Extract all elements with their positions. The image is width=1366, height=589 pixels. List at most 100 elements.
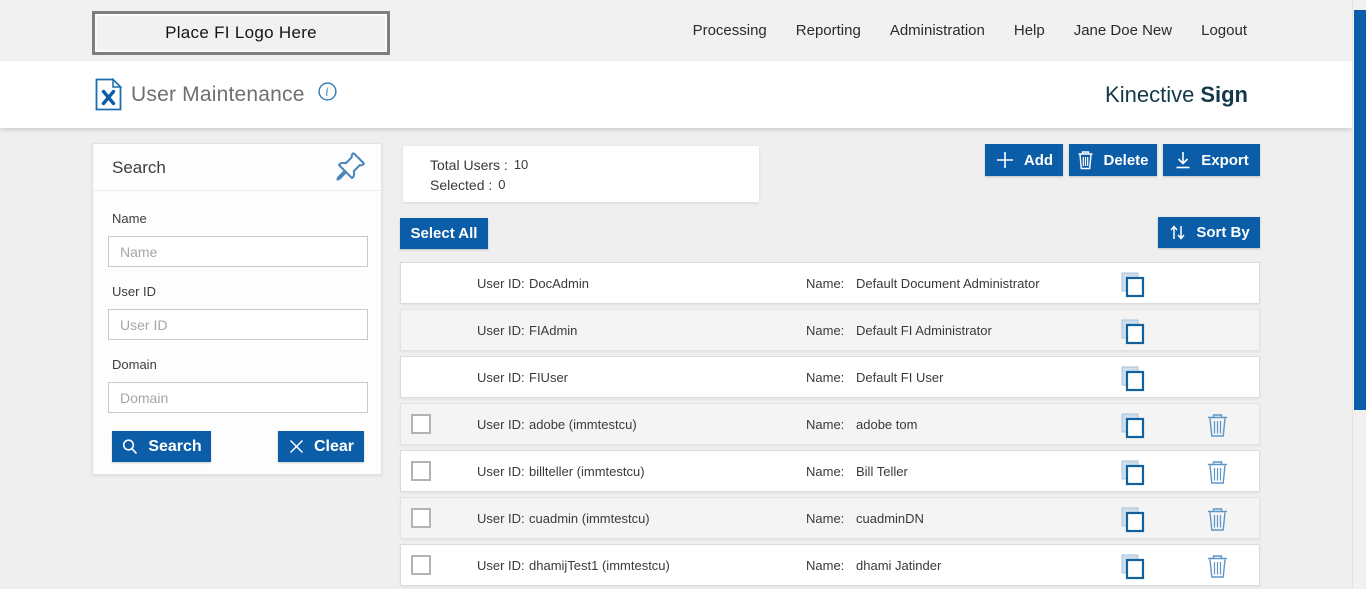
user-id-input[interactable] [108,309,368,340]
nav-user-menu[interactable]: Jane Doe New [1073,22,1173,39]
user-id-field-label: User ID [112,284,157,299]
user-row[interactable]: User ID: DocAdmin Name: Default Document… [400,262,1260,304]
brand-logo: Kinective Sign [1105,61,1248,128]
up-down-arrows-icon [1168,223,1187,242]
name-field-label: Name [112,211,147,226]
magnifier-icon [121,438,139,456]
search-panel-header: Search [93,144,381,191]
total-users-value: 10 [513,157,529,172]
user-id-value: billteller (immtestcu) [529,463,645,479]
add-button[interactable]: Add [985,144,1063,176]
delete-user-icon[interactable] [1206,412,1229,438]
copy-user-icon[interactable] [1119,506,1146,533]
user-row[interactable]: User ID: FIUser Name: Default FI User [400,356,1260,398]
page-scrollbar[interactable] [1352,0,1366,589]
domain-input[interactable] [108,382,368,413]
copy-user-icon[interactable] [1119,412,1146,439]
nav-processing[interactable]: Processing [692,22,767,39]
delete-user-icon[interactable] [1206,553,1229,579]
row-checkbox[interactable] [411,461,431,481]
nav-logout[interactable]: Logout [1201,22,1247,39]
copy-user-icon[interactable] [1119,553,1146,580]
name-label: Name: [806,369,845,385]
row-checkbox[interactable] [411,555,431,575]
copy-user-icon[interactable] [1119,318,1146,345]
fi-logo-text: Place FI Logo Here [165,23,317,42]
user-row[interactable]: User ID: FIAdmin Name: Default FI Admini… [400,309,1260,351]
delete-user-icon[interactable] [1206,506,1229,532]
export-button-label: Export [1201,151,1249,169]
name-value: Default Document Administrator [856,275,1040,291]
search-panel: Search Name User ID Domain Search Clear [92,143,382,475]
user-row[interactable]: User ID: dhamijTest1 (immtestcu) Name: d… [400,544,1260,586]
name-label: Name: [806,463,845,479]
copy-user-icon[interactable] [1119,271,1146,298]
delete-button[interactable]: Delete [1069,144,1157,176]
document-tools-icon [95,78,122,111]
clear-button[interactable]: Clear [278,431,364,462]
user-id-label: User ID: [477,463,525,479]
name-label: Name: [806,557,845,573]
name-label: Name: [806,510,845,526]
add-button-label: Add [1023,151,1054,169]
row-checkbox[interactable] [411,508,431,528]
nav-administration[interactable]: Administration [889,22,985,39]
select-all-label: Select All [410,225,478,242]
search-panel-title: Search [112,157,166,177]
name-value: cuadminDN [856,510,924,526]
clear-button-label: Clear [313,437,355,455]
user-id-value: dhamijTest1 (immtestcu) [529,557,670,573]
domain-field-label: Domain [112,357,157,372]
sort-by-button[interactable]: Sort By [1158,217,1260,248]
top-bar: Place FI Logo Here Processing Reporting … [0,0,1352,61]
user-id-value: FIUser [529,369,568,385]
row-checkbox[interactable] [411,414,431,434]
copy-user-icon[interactable] [1119,459,1146,486]
brand-product: Sign [1200,81,1248,107]
name-value: Bill Teller [856,463,908,479]
sort-by-label: Sort By [1196,224,1250,241]
name-label: Name: [806,275,845,291]
user-id-value: DocAdmin [529,275,589,291]
scrollbar-thumb[interactable] [1354,10,1366,410]
nav-reporting[interactable]: Reporting [795,22,861,39]
user-id-value: cuadmin (immtestcu) [529,510,650,526]
svg-text:i: i [325,85,329,98]
page-header: User Maintenance i Kinective Sign [0,61,1352,128]
x-mark-icon [288,438,305,455]
user-id-value: adobe (immtestcu) [529,416,637,432]
download-icon [1174,151,1192,170]
name-value: Default FI User [856,369,944,385]
copy-user-icon[interactable] [1119,365,1146,392]
user-id-label: User ID: [477,557,525,573]
user-id-label: User ID: [477,510,525,526]
name-value: dhami Jatinder [856,557,942,573]
fi-logo-placeholder[interactable]: Place FI Logo Here [92,11,390,55]
export-button[interactable]: Export [1163,144,1260,176]
user-id-label: User ID: [477,275,525,291]
brand-name: Kinective [1105,81,1195,107]
trash-icon [1077,150,1094,170]
select-all-button[interactable]: Select All [400,218,488,249]
page-title: User Maintenance [131,82,305,106]
name-value: Default FI Administrator [856,322,992,338]
name-input[interactable] [108,236,368,267]
nav-help[interactable]: Help [1013,22,1045,39]
search-button-label: Search [148,437,202,455]
name-label: Name: [806,322,845,338]
name-label: Name: [806,416,845,432]
pushpin-icon[interactable] [335,152,365,182]
delete-button-label: Delete [1103,151,1149,169]
delete-user-icon[interactable] [1206,459,1229,485]
total-users-label: Total Users : [430,157,508,173]
selected-label: Selected : [430,177,493,193]
user-id-value: FIAdmin [529,322,578,338]
search-button[interactable]: Search [112,431,211,462]
user-row[interactable]: User ID: adobe (immtestcu) Name: adobe t… [400,403,1260,445]
user-id-label: User ID: [477,322,525,338]
user-row[interactable]: User ID: cuadmin (immtestcu) Name: cuadm… [400,497,1260,539]
user-row[interactable]: User ID: billteller (immtestcu) Name: Bi… [400,450,1260,492]
info-icon[interactable]: i [318,82,337,101]
summary-box: Total Users : 10 Selected : 0 [403,146,759,202]
selected-value: 0 [498,177,506,192]
